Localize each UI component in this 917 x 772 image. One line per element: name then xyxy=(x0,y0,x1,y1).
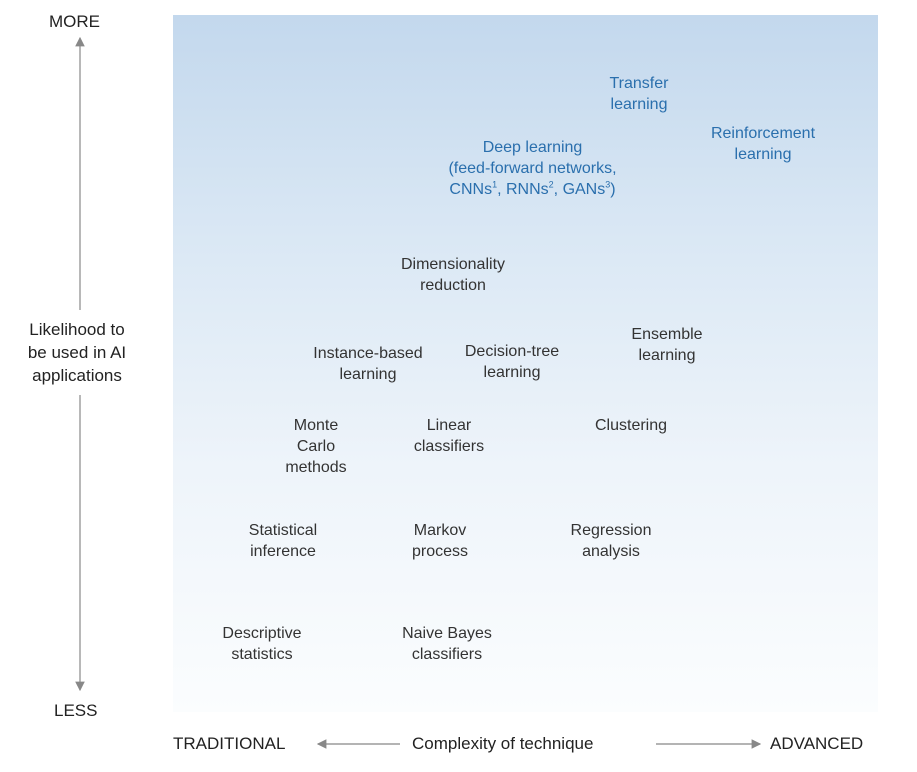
technique-decision-tree-learning: Decision-tree learning xyxy=(464,343,560,381)
technique-dimensionality-reduction: Dimensionality reduction xyxy=(400,256,506,294)
technique-deep-learning: Deep learning (feed-forward networks, CN… xyxy=(448,139,617,198)
gradient-panel xyxy=(173,15,878,712)
technique-naive-bayes-classifiers: Naive Bayes classifiers xyxy=(402,625,492,663)
technique-clustering: Clustering xyxy=(594,417,668,434)
y-axis-title: Likelihood to be used in AI applications xyxy=(8,318,146,387)
technique-reinforcement-learning: Reinforcement learning xyxy=(710,125,816,163)
technique-markov-process: Markov process xyxy=(411,522,469,560)
x-axis-right-label: ADVANCED xyxy=(770,734,864,753)
x-axis-title: Complexity of technique xyxy=(412,734,594,753)
technique-transfer-learning: Transfer learning xyxy=(609,75,669,113)
technique-linear-classifiers: Linear classifiers xyxy=(413,417,485,455)
technique-ensemble-learning: Ensemble learning xyxy=(631,326,703,364)
x-axis-left-label: TRADITIONAL xyxy=(173,734,286,753)
technique-monte-carlo-methods: Monte Carlo methods xyxy=(285,417,347,476)
y-axis-bottom-label: LESS xyxy=(54,701,98,720)
y-axis-top-label: MORE xyxy=(49,12,100,31)
technique-instance-based-learning: Instance-based learning xyxy=(313,345,423,383)
technique-statistical-inference: Statistical inference xyxy=(248,522,318,560)
y-axis-title-line: applications xyxy=(32,366,122,385)
technique-descriptive-statistics: Descriptive statistics xyxy=(222,625,302,663)
technique-regression-analysis: Regression analysis xyxy=(570,522,652,560)
y-axis-title-line: be used in AI xyxy=(27,343,127,362)
y-axis-title-line: Likelihood to xyxy=(29,320,125,339)
